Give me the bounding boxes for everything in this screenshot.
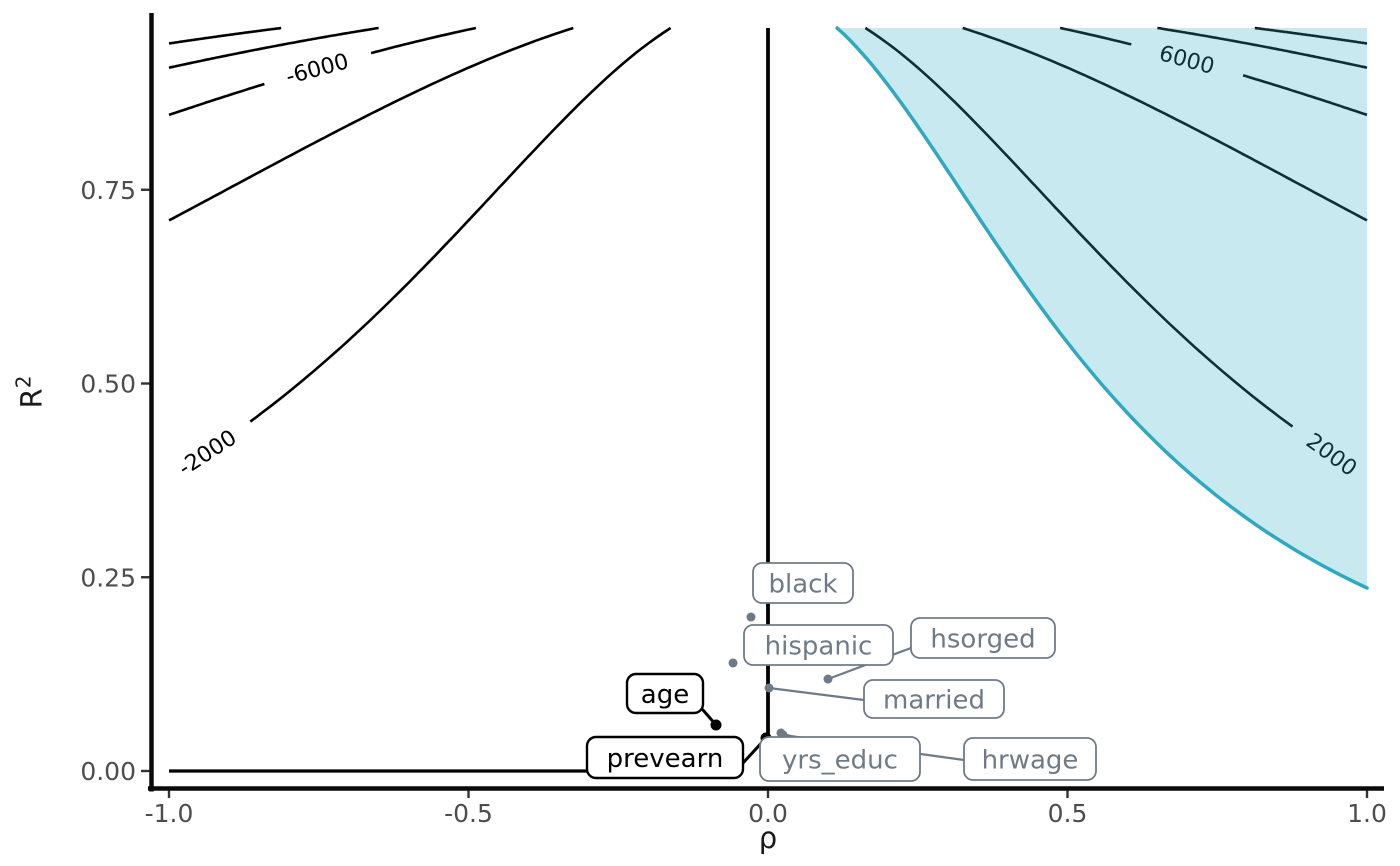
x-tick-label--0.5: -0.5 bbox=[444, 799, 493, 828]
label-text-yrs_educ: yrs_educ bbox=[782, 746, 898, 776]
label-box-hispanic bbox=[743, 624, 894, 666]
contour-line-4000 bbox=[962, 26, 1368, 222]
contour-line--4000 bbox=[168, 26, 574, 222]
contour-line-8000 bbox=[1157, 26, 1368, 69]
point-black bbox=[746, 612, 756, 622]
x-tick-label-0.5: 0.5 bbox=[1048, 799, 1088, 828]
label-text-hrwage: hrwage bbox=[982, 746, 1079, 776]
bias-region-boundary bbox=[835, 26, 1369, 590]
label-text-prevearn: prevearn bbox=[607, 744, 724, 774]
point-hsorged bbox=[823, 674, 833, 684]
label-text-age: age bbox=[641, 680, 689, 710]
point-hispanic bbox=[728, 658, 738, 668]
contour-line--10000 bbox=[168, 26, 282, 45]
x-tick-label-1.0: 1.0 bbox=[1347, 799, 1387, 828]
contour-line-10000 bbox=[1254, 26, 1368, 45]
label-box-black bbox=[752, 562, 854, 604]
bias-region-fill bbox=[837, 28, 1367, 588]
x-tick-label-0.0: 0.0 bbox=[748, 799, 788, 828]
x-tick-label--1.0: -1.0 bbox=[145, 799, 194, 828]
point-married bbox=[764, 683, 774, 693]
y-tick-label-0.25: 0.25 bbox=[80, 563, 136, 592]
label-text-hsorged: hsorged bbox=[930, 625, 1035, 655]
y-tick-label-0.50: 0.50 bbox=[80, 370, 136, 399]
x-axis-title-text: ρ bbox=[758, 821, 778, 855]
contour-line-2000 bbox=[864, 26, 1294, 428]
point-age bbox=[710, 719, 722, 731]
label-text-black: black bbox=[768, 570, 837, 600]
contour-line--8000 bbox=[168, 26, 379, 69]
x-axis-title: ρ bbox=[738, 824, 798, 853]
label-box-prevearn bbox=[585, 735, 745, 780]
y-axis-title-superscript: 2 bbox=[11, 375, 36, 389]
contour-line--6000 bbox=[370, 26, 477, 55]
y-tick-label-0.00: 0.00 bbox=[80, 757, 136, 786]
contour-line-6000-seg1 bbox=[1242, 74, 1368, 117]
label-text-hispanic: hispanic bbox=[765, 632, 873, 662]
label-box-hrwage bbox=[963, 737, 1097, 781]
label-box-married bbox=[863, 679, 1005, 719]
contour-label--2000: -2000 bbox=[174, 425, 241, 481]
label-box-age bbox=[625, 672, 705, 715]
label-text-married: married bbox=[883, 686, 985, 716]
y-axis-title-text: R bbox=[14, 388, 49, 409]
label-box-yrs_educ bbox=[759, 736, 921, 782]
contour-line-6000 bbox=[1059, 26, 1132, 46]
y-tick-label-0.75: 0.75 bbox=[80, 176, 136, 205]
contour-label--6000: -6000 bbox=[283, 49, 351, 90]
contour-line--6000-seg1 bbox=[168, 82, 265, 117]
contour-line--2000 bbox=[249, 26, 672, 423]
leader-married bbox=[767, 686, 866, 702]
y-axis-title: R2 bbox=[11, 375, 49, 409]
label-box-hsorged bbox=[910, 617, 1056, 659]
